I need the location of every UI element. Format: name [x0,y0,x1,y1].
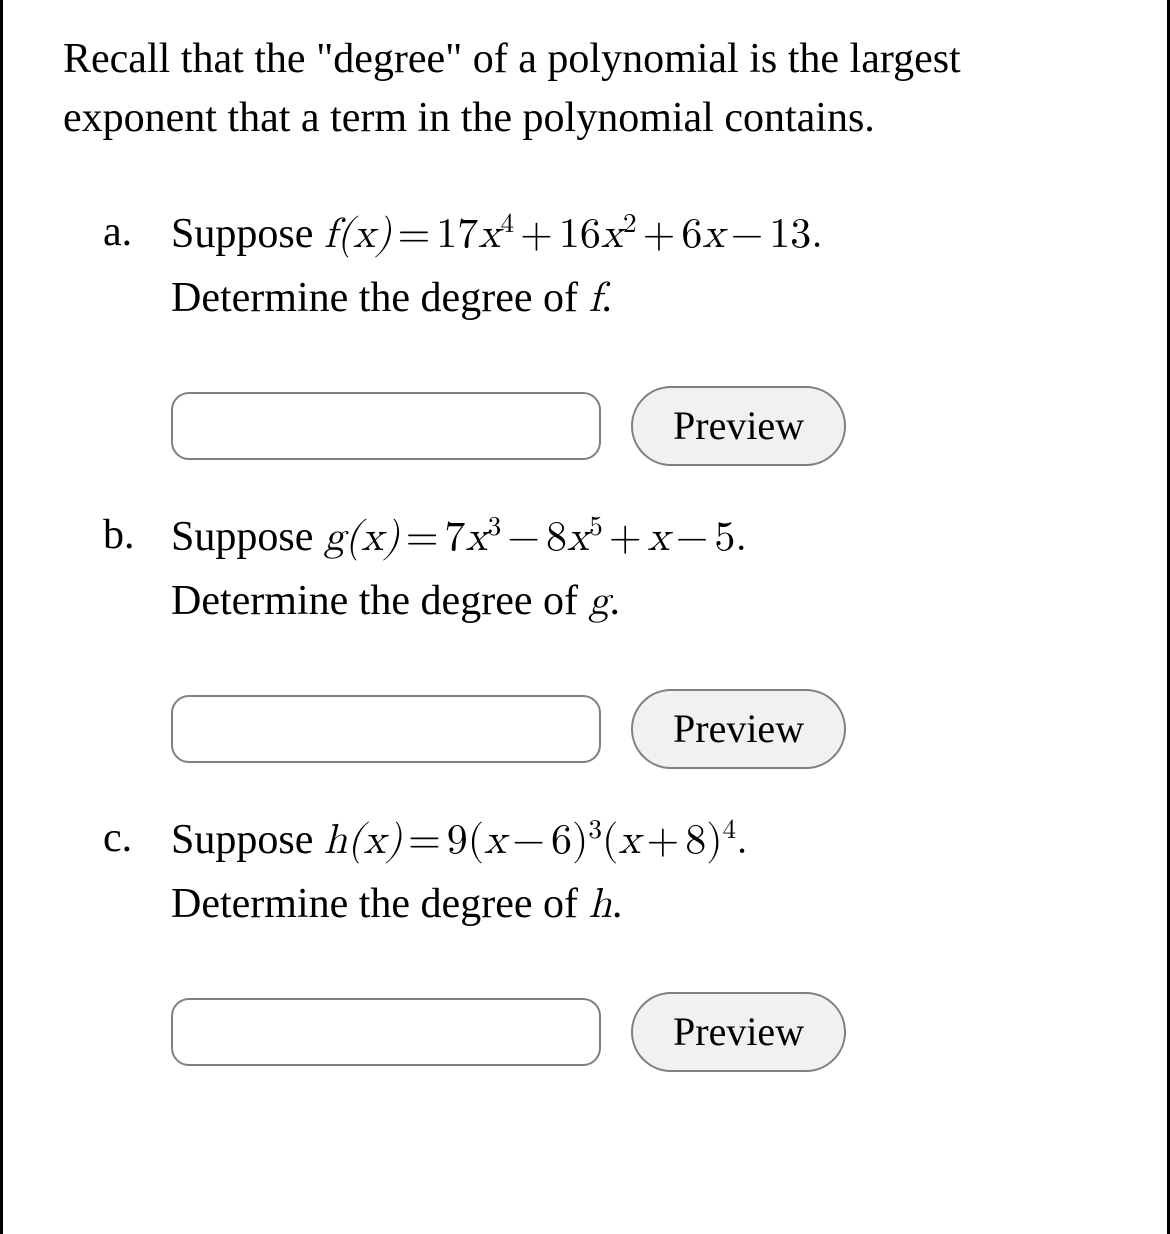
line2: Determine the degree of [171,578,588,624]
line2: Determine the degree of [171,275,588,321]
prefix: Suppose [171,817,324,863]
fn-name: h [588,884,611,926]
question-b: b. Suppose g(x)=7x3−8x5+x−5. Determine t… [103,506,1107,769]
answer-input-a[interactable] [171,392,601,460]
formula-b: g(x)=7x3−8x5+x−5. [324,517,747,559]
intro-text: Recall that the "degree" of a polynomial… [63,30,1107,148]
formula-a: f(x)=17x4+16x2+6x−13. [324,214,823,256]
fn-name: f [588,278,601,320]
question-b-text: Suppose g(x)=7x3−8x5+x−5. Determine the … [171,506,1107,634]
line2: Determine the degree of [171,881,588,927]
marker-c: c. [103,809,151,868]
answer-row-c: Preview [171,992,1107,1072]
prefix: Suppose [171,514,324,560]
marker-b: b. [103,506,151,565]
preview-button-b[interactable]: Preview [631,689,846,769]
period: . [609,578,620,624]
answer-input-b[interactable] [171,695,601,763]
fn-name: g [588,581,609,623]
preview-button-c[interactable]: Preview [631,992,846,1072]
answer-input-c[interactable] [171,998,601,1066]
answer-row-b: Preview [171,689,1107,769]
question-a-text: Suppose f(x)=17x4+16x2+6x−13. Determine … [171,203,1107,331]
prefix: Suppose [171,211,324,257]
marker-a: a. [103,203,151,262]
question-a: a. Suppose f(x)=17x4+16x2+6x−13. Determi… [103,203,1107,466]
question-c: c. Suppose h(x)=9(x−6)3(x+8)4. Determine… [103,809,1107,1072]
period: . [612,881,623,927]
formula-c: h(x)=9(x−6)3(x+8)4. [324,820,748,862]
question-list: a. Suppose f(x)=17x4+16x2+6x−13. Determi… [103,203,1107,1072]
question-panel: Recall that the "degree" of a polynomial… [0,0,1170,1234]
question-c-text: Suppose h(x)=9(x−6)3(x+8)4. Determine th… [171,809,1107,937]
answer-row-a: Preview [171,386,1107,466]
period: . [601,275,612,321]
preview-button-a[interactable]: Preview [631,386,846,466]
